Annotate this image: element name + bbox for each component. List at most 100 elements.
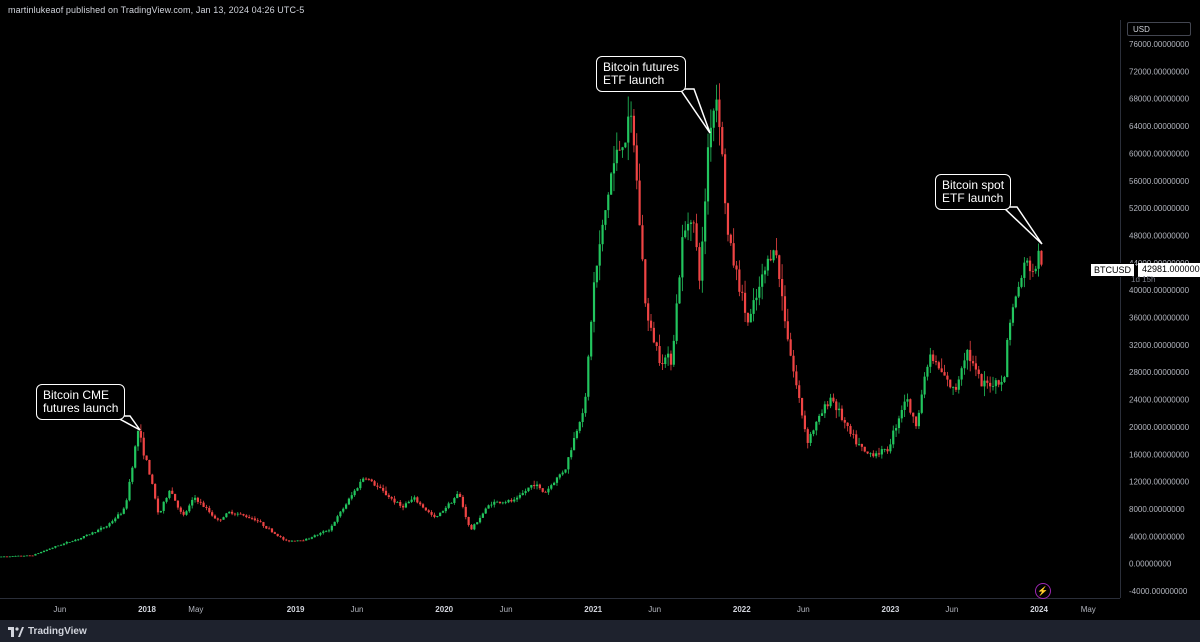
candle-body bbox=[179, 507, 182, 512]
time-axis[interactable]: Jun 2018 May 2019 Jun 2020 Jun 2021 Jun 2022 Jun 20… bbox=[0, 598, 1120, 621]
candle-body bbox=[846, 422, 849, 427]
candle-body bbox=[800, 398, 804, 416]
candle-body bbox=[792, 355, 795, 372]
candle-body bbox=[3, 556, 6, 558]
candle-body bbox=[712, 110, 715, 128]
y-tick-label: 16000.00000000 bbox=[1129, 450, 1190, 459]
candle-body bbox=[732, 243, 735, 266]
candle-body bbox=[917, 412, 920, 427]
candle-body bbox=[587, 356, 590, 397]
candle-body bbox=[729, 234, 732, 244]
y-tick-label: 4000.00000000 bbox=[1129, 532, 1185, 541]
candle-body bbox=[119, 513, 123, 515]
x-tick-label: 2020 bbox=[435, 605, 453, 614]
callout-spot-etf: Bitcoin spot ETF launch bbox=[935, 174, 1012, 210]
candle-body bbox=[31, 555, 34, 557]
candle-body bbox=[621, 147, 624, 151]
candle-body bbox=[880, 449, 883, 455]
candle-body bbox=[188, 505, 191, 512]
candle-body bbox=[1017, 286, 1020, 297]
candle-body bbox=[561, 472, 564, 475]
candle-body bbox=[592, 282, 596, 322]
candle-body bbox=[909, 399, 912, 413]
candle-body bbox=[102, 527, 105, 529]
candle-body bbox=[344, 504, 348, 509]
candle-body bbox=[325, 531, 328, 533]
candle-body bbox=[838, 408, 841, 411]
candle-body bbox=[632, 115, 636, 146]
candle-body bbox=[296, 540, 299, 542]
candle-body bbox=[151, 474, 154, 484]
candle-body bbox=[746, 312, 750, 323]
candle-body bbox=[490, 504, 493, 506]
candle-body bbox=[154, 483, 157, 499]
candle-body bbox=[359, 481, 362, 489]
candle-body bbox=[450, 502, 453, 504]
candle-body bbox=[310, 537, 313, 539]
price-axis[interactable]: 76000.00000000 72000.00000000 68000.000000… bbox=[1120, 20, 1200, 598]
candle-body bbox=[832, 397, 835, 402]
candle-body bbox=[840, 408, 844, 421]
candle-body bbox=[535, 484, 539, 487]
candle-body bbox=[715, 99, 718, 111]
candle-body bbox=[886, 449, 889, 452]
candle-body bbox=[393, 498, 396, 503]
candle-body bbox=[373, 481, 376, 486]
tradingview-logo[interactable]: TradingView bbox=[8, 626, 87, 637]
y-tick-label: 32000.00000000 bbox=[1129, 341, 1190, 350]
candle-body bbox=[684, 230, 687, 238]
candle-body bbox=[248, 517, 251, 519]
candle-body bbox=[681, 237, 684, 278]
candle-body bbox=[960, 368, 963, 380]
candle-body bbox=[1034, 268, 1037, 272]
candle-body bbox=[250, 518, 254, 519]
candle-body bbox=[695, 223, 698, 248]
candle-body bbox=[686, 223, 690, 231]
candle-body bbox=[980, 374, 983, 387]
candle-body bbox=[228, 511, 231, 514]
candle-body bbox=[447, 503, 450, 508]
candle-body bbox=[510, 499, 513, 502]
candle-body bbox=[629, 115, 633, 117]
candle-body bbox=[769, 258, 772, 261]
candle-body bbox=[803, 415, 807, 430]
candle-body bbox=[122, 508, 125, 514]
candle-body bbox=[424, 507, 427, 511]
candle-body bbox=[883, 449, 886, 450]
candle-body bbox=[521, 493, 524, 496]
candle-body bbox=[612, 163, 616, 174]
candle-body bbox=[116, 514, 120, 519]
candle-body bbox=[487, 505, 490, 509]
candle-body bbox=[313, 535, 316, 538]
candle-body bbox=[550, 485, 553, 489]
candle-body bbox=[336, 516, 339, 522]
candle-body bbox=[738, 269, 741, 292]
candle-body bbox=[350, 495, 353, 499]
candle-body bbox=[934, 361, 938, 363]
candle-body bbox=[191, 499, 194, 506]
candle-body bbox=[273, 532, 276, 534]
candle-body bbox=[692, 222, 695, 224]
price-chart[interactable] bbox=[0, 20, 1120, 598]
lightning-icon[interactable]: ⚡ bbox=[1035, 583, 1051, 599]
x-tick-label: May bbox=[188, 605, 203, 614]
candle-body bbox=[983, 380, 986, 387]
candle-body bbox=[316, 534, 319, 536]
candle-body bbox=[584, 396, 587, 414]
candle-body bbox=[253, 518, 256, 521]
candle-body bbox=[946, 375, 949, 380]
candle-body bbox=[966, 349, 969, 361]
candle-body bbox=[473, 524, 476, 530]
candle-body bbox=[270, 528, 274, 533]
candle-body bbox=[866, 451, 869, 454]
candle-body bbox=[131, 467, 134, 482]
candle-body bbox=[775, 250, 778, 256]
candle-body bbox=[85, 534, 88, 537]
candle-body bbox=[701, 241, 704, 281]
currency-button[interactable]: USD bbox=[1127, 22, 1191, 36]
candle-body bbox=[607, 194, 610, 211]
candle-body bbox=[256, 520, 259, 522]
candle-body bbox=[71, 541, 74, 543]
candle-body bbox=[812, 430, 815, 434]
candle-body bbox=[362, 478, 365, 482]
